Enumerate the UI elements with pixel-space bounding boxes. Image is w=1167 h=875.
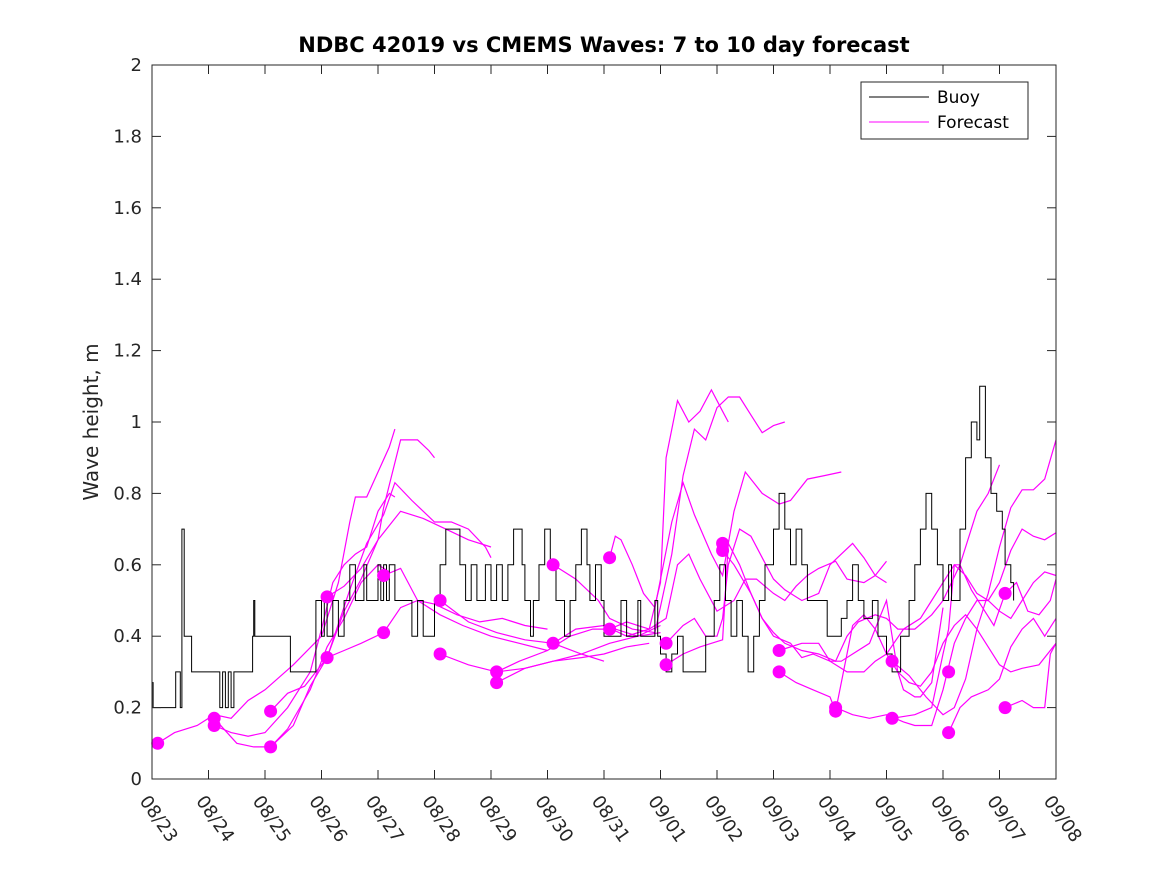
forecast-line-24 bbox=[892, 564, 1057, 719]
forecast-line-23 bbox=[891, 439, 1057, 716]
forecast-line-7 bbox=[326, 599, 548, 659]
forecast-marker-17 bbox=[603, 622, 617, 636]
forecast-line-11 bbox=[496, 624, 661, 673]
y-tick-label: 1.8 bbox=[113, 126, 142, 147]
forecast-marker-22 bbox=[772, 644, 786, 657]
plot-area bbox=[152, 65, 1056, 779]
y-tick-label: 1.6 bbox=[113, 198, 142, 219]
legend-box bbox=[860, 81, 1029, 140]
y-tick-label: 0 bbox=[131, 769, 142, 790]
forecast-line-15 bbox=[609, 470, 842, 609]
forecast-line-8 bbox=[383, 567, 548, 652]
y-tick-label: 1 bbox=[131, 412, 142, 433]
y-tick-label: 0.8 bbox=[113, 483, 142, 504]
forecast-marker-9 bbox=[377, 626, 391, 640]
forecast-line-26 bbox=[1004, 643, 1057, 709]
forecast-marker-18 bbox=[659, 636, 673, 650]
forecast-marker-29 bbox=[942, 726, 956, 740]
forecast-line-14 bbox=[552, 396, 785, 634]
forecast-lines bbox=[157, 388, 1057, 748]
forecast-line-18 bbox=[665, 541, 944, 698]
forecast-line-16 bbox=[609, 553, 887, 630]
forecast-marker-13 bbox=[490, 676, 504, 690]
forecast-marker-7 bbox=[320, 651, 334, 665]
forecast-line-4 bbox=[270, 439, 435, 712]
forecast-marker-1 bbox=[151, 736, 165, 750]
forecast-marker-21 bbox=[716, 544, 730, 557]
forecast-line-1 bbox=[157, 428, 396, 744]
y-tick-label: 1.2 bbox=[113, 341, 142, 362]
forecast-marker-25 bbox=[829, 704, 843, 718]
forecast-marker-12 bbox=[490, 665, 504, 679]
chart-title: NDBC 42019 vs CMEMS Waves: 7 to 10 day f… bbox=[298, 33, 909, 57]
forecast-marker-15 bbox=[546, 636, 560, 650]
forecast-marker-5 bbox=[264, 740, 278, 754]
forecast-line-5 bbox=[270, 481, 492, 748]
forecast-marker-16 bbox=[603, 551, 617, 565]
forecast-line-22 bbox=[835, 528, 1057, 727]
forecast-marker-19 bbox=[659, 658, 673, 672]
forecast-marker-14 bbox=[546, 558, 560, 572]
legend: Buoy Forecast bbox=[860, 81, 1029, 140]
legend-label-forecast: Forecast bbox=[937, 113, 1009, 133]
y-tick-label: 0.4 bbox=[113, 626, 142, 647]
y-tick-label: 0.2 bbox=[113, 698, 142, 719]
legend-label-buoy: Buoy bbox=[937, 88, 980, 108]
forecast-marker-26 bbox=[885, 654, 899, 668]
forecast-marker-31 bbox=[998, 701, 1012, 715]
forecast-markers bbox=[151, 536, 1012, 754]
forecast-marker-23 bbox=[772, 665, 786, 679]
forecast-marker-8 bbox=[377, 569, 391, 582]
forecast-line-25 bbox=[948, 617, 1057, 733]
forecast-marker-11 bbox=[433, 647, 447, 661]
forecast-marker-4 bbox=[264, 704, 278, 718]
forecast-marker-6 bbox=[320, 590, 334, 604]
y-tick-label: 0.6 bbox=[113, 555, 142, 576]
forecast-line-19 bbox=[722, 464, 1001, 662]
y-tick-label: 2 bbox=[131, 55, 142, 76]
forecast-marker-10 bbox=[433, 594, 447, 607]
forecast-marker-30 bbox=[998, 586, 1012, 600]
forecast-marker-28 bbox=[942, 665, 956, 679]
y-axis-label: Wave height, m bbox=[79, 343, 103, 500]
forecast-line-20 bbox=[778, 563, 1057, 673]
forecast-marker-27 bbox=[885, 711, 899, 725]
forecast-marker-3 bbox=[207, 719, 221, 732]
y-tick-label: 1.4 bbox=[113, 269, 142, 290]
